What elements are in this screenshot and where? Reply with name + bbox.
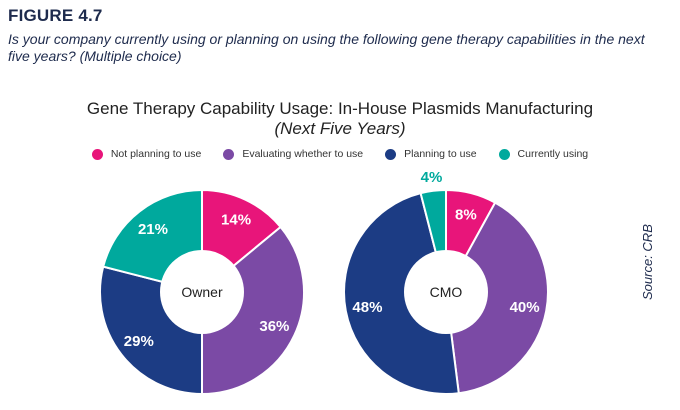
slice-label: 8% <box>455 207 477 224</box>
legend-label: Evaluating whether to use <box>242 148 364 160</box>
donut-hole <box>404 250 488 334</box>
legend-item: Currently using <box>498 148 589 160</box>
legend: Not planning to use Evaluating whether t… <box>0 148 680 160</box>
legend-swatch <box>385 148 397 160</box>
slice-label: 29% <box>124 333 154 350</box>
legend-swatch <box>91 148 103 160</box>
legend-swatch <box>223 148 235 160</box>
figure-question: Is your company currently using or plann… <box>8 31 645 64</box>
legend-item: Planning to use <box>385 148 477 160</box>
donut-cmo: 8% 40% 48% 4% CMO <box>343 169 549 395</box>
legend-item: Not planning to use <box>91 148 202 160</box>
slice-label: 21% <box>138 221 168 238</box>
donut-owner: 14% 36% 29% 21% Owner <box>99 188 305 396</box>
slice-label: 14% <box>221 212 251 229</box>
legend-label: Not planning to use <box>110 148 202 160</box>
donut-hole <box>160 250 244 334</box>
figure-label: FIGURE 4.7 <box>8 6 103 25</box>
slice-label: 4% <box>421 169 443 186</box>
slice-evaluating-whether-to-use <box>201 225 305 396</box>
chart-title: Gene Therapy Capability Usage: In-House … <box>86 99 594 118</box>
legend-swatch <box>498 148 510 160</box>
legend-item: Evaluating whether to use <box>223 148 363 160</box>
slice-label: 48% <box>352 299 382 316</box>
slice-evaluating-whether-to-use <box>444 201 549 395</box>
legend-label: Currently using <box>517 148 589 160</box>
donut-center-label: Owner <box>181 284 223 300</box>
slice-planning-to-use <box>343 191 460 395</box>
legend-label: Planning to use <box>404 148 477 160</box>
slice-label: 40% <box>510 299 540 316</box>
source-note: Source: CRB <box>640 224 655 300</box>
slice-label: 36% <box>259 318 289 335</box>
donut-center-label: CMO <box>430 284 463 300</box>
chart-subtitle: (Next Five Years) <box>274 119 406 138</box>
